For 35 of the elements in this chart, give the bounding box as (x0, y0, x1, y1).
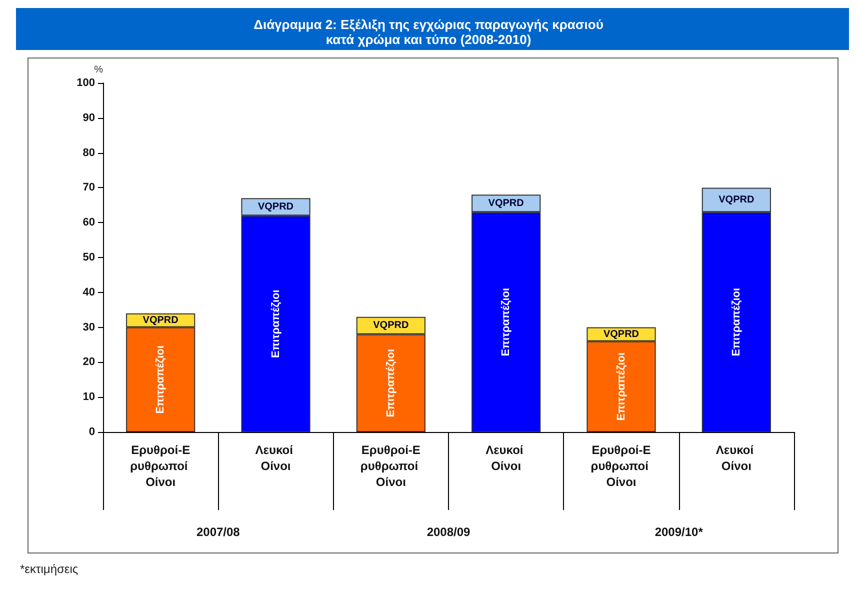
y-tick-label: 40 (82, 286, 95, 298)
text: Επιτραπέζιοι (270, 290, 282, 358)
x-tick-label: Λευκοί Οίνοι (255, 443, 296, 473)
y-tick-label: 90 (82, 112, 95, 124)
series-label: Επιτραπέζιοι (615, 352, 628, 421)
text: Επιτραπέζιοι (730, 288, 742, 356)
text: Επιτραπέζιοι (384, 348, 397, 418)
text: 2007/08 (196, 525, 240, 539)
text: *εκτιμήσεις (20, 562, 78, 576)
y-tick-label: 0 (88, 426, 95, 438)
text: VQPRD (142, 314, 178, 326)
x-tick-label: Λευκοί Οίνοι (716, 443, 757, 473)
y-tick-label: 20 (82, 356, 95, 368)
y-tick-label: 80 (82, 146, 95, 159)
y-tick-label: 70 (82, 182, 95, 194)
text: VQPRD (373, 320, 409, 332)
y-tick-label: 30 (82, 321, 95, 334)
x-tick-label: Λευκοί Οίνοι (486, 443, 527, 473)
text: VQPRD (718, 194, 754, 206)
text: VQPRD (258, 201, 294, 212)
text: 2009/10* (654, 525, 704, 539)
x-tick-label: Ερυθροί-Ερυθρωποί Οίνοι (590, 443, 652, 489)
y-tick-label: 10 (82, 391, 95, 404)
y-tick-label: 50 (82, 252, 95, 264)
x-tick-label: Ερυθροί-Ερυθρωποί Οίνοι (360, 443, 422, 489)
y-axis-title: % (94, 64, 104, 76)
series-label: VQPRD (603, 328, 640, 340)
chart-title: Διάγραμμα 2: Εξέλιξη της εγχώριας παραγωγής κρασιού κατά χρώμα και τύπο (2008-2010) (254, 17, 604, 47)
y-tick-label: 60 (82, 216, 95, 229)
y-tick-label: 100 (76, 77, 95, 89)
text: VQPRD (488, 198, 524, 209)
x-tick-label: Ερυθροί-Ερυθρωποί Οίνοι (130, 443, 192, 489)
text: 2008/09 (426, 525, 471, 539)
text: Επιτραπέζιοι (154, 345, 167, 414)
text: Επιτραπέζιοι (500, 288, 512, 356)
